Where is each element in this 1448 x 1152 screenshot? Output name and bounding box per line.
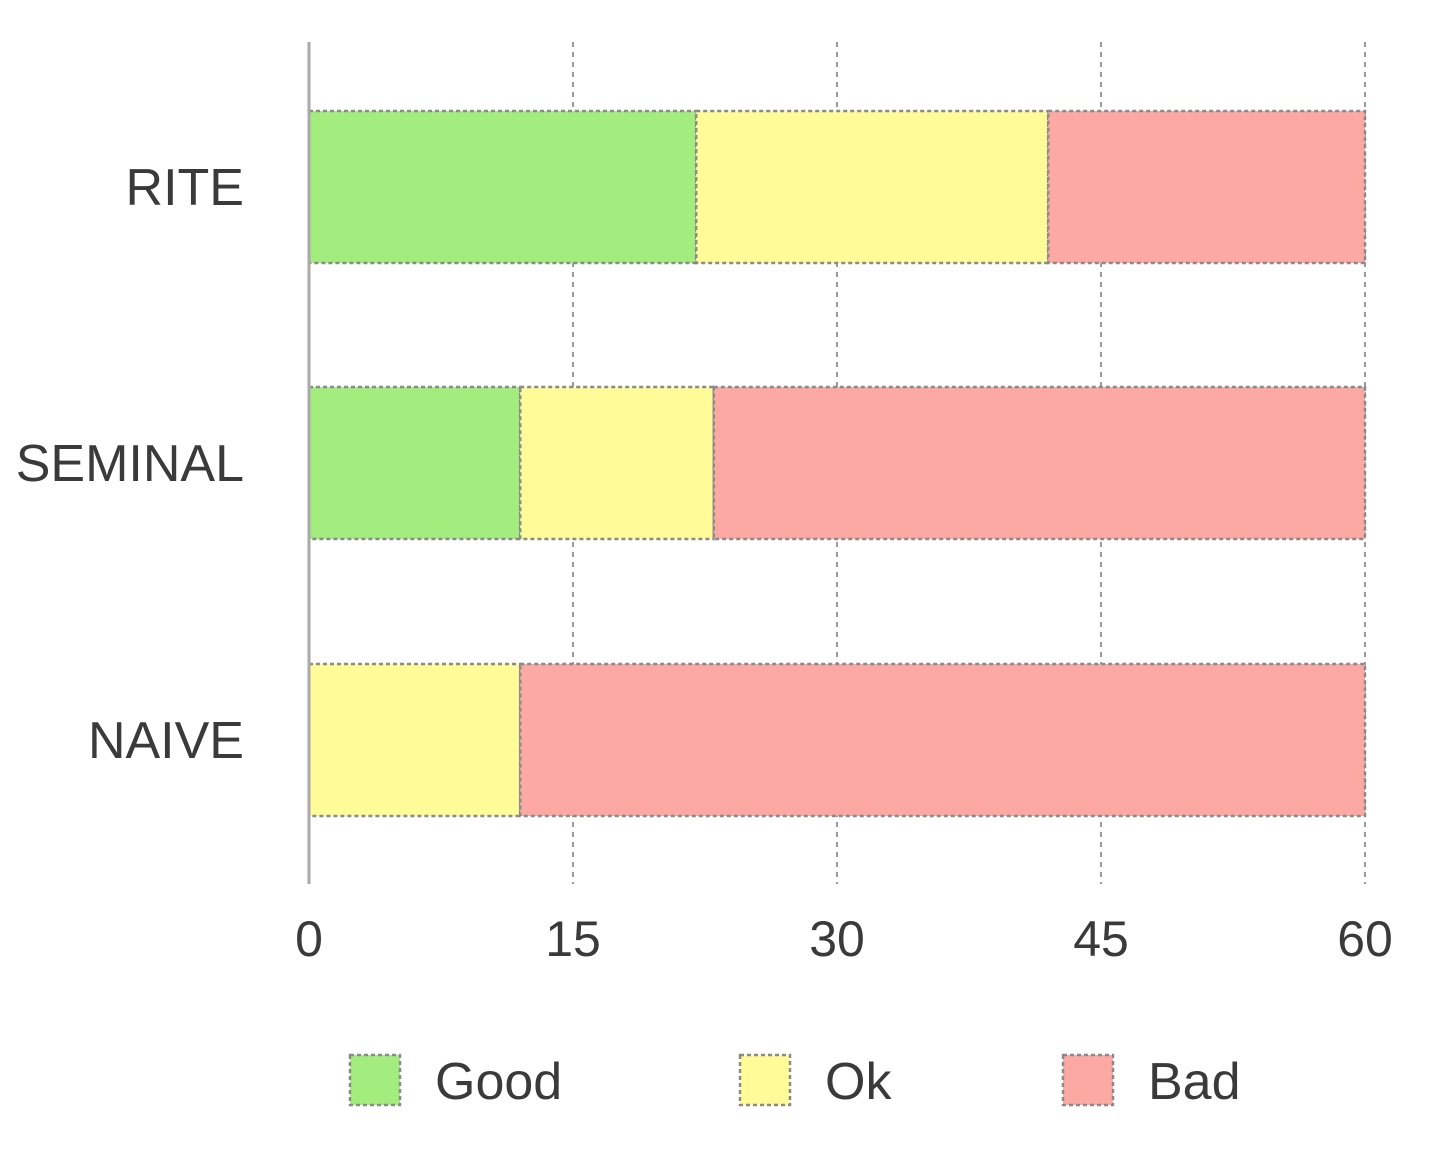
bar-seminal-ok — [518, 385, 716, 541]
x-tick-label-0: 0 — [295, 911, 323, 967]
x-tick-label-60: 60 — [1337, 911, 1393, 967]
category-label-seminal: SEMINAL — [16, 435, 244, 493]
legend-swatch-ok — [738, 1053, 792, 1107]
category-label-rite: RITE — [126, 159, 244, 217]
bar-naive-ok — [307, 662, 522, 818]
category-label-naive: NAIVE — [88, 712, 244, 770]
legend-swatch-good — [348, 1053, 402, 1107]
bar-naive-bad — [518, 662, 1367, 818]
bar-rite-bad — [1046, 109, 1367, 265]
legend: Good Ok Bad — [348, 1053, 1241, 1111]
x-tick-labels: 0 15 30 45 60 — [295, 911, 1393, 967]
legend-label-bad: Bad — [1148, 1053, 1241, 1111]
bar-seminal-good — [307, 385, 522, 541]
x-tick-label-45: 45 — [1073, 911, 1129, 967]
legend-label-good: Good — [435, 1053, 562, 1111]
x-tick-label-30: 30 — [809, 911, 865, 967]
legend-swatch-bad — [1061, 1053, 1115, 1107]
bar-seminal-bad — [712, 385, 1367, 541]
bar-rite-ok — [694, 109, 1050, 265]
bar-layer — [307, 109, 1367, 818]
category-labels: RITE SEMINAL NAIVE — [16, 159, 244, 770]
x-tick-label-15: 15 — [545, 911, 601, 967]
bar-rite-good — [307, 109, 698, 265]
legend-label-ok: Ok — [825, 1053, 892, 1111]
